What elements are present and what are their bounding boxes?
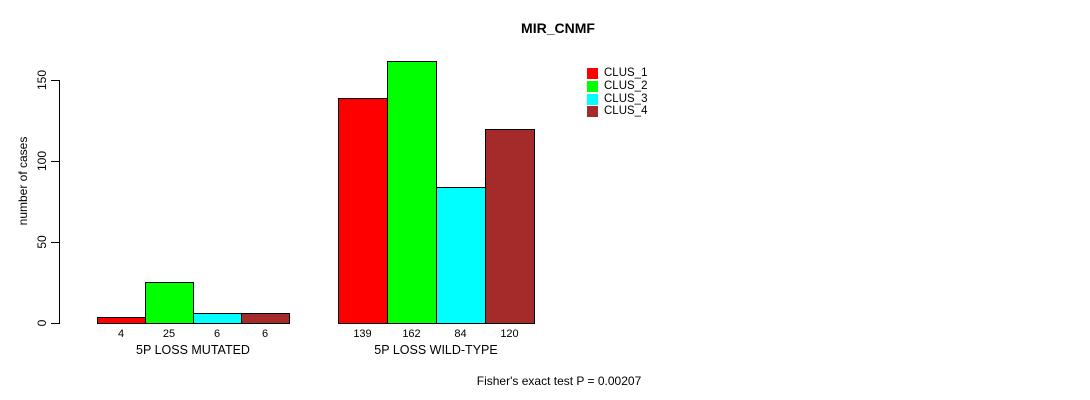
y-axis-title: number of cases (16, 136, 30, 226)
y-tick-label: 100 (35, 150, 49, 172)
bar-value-label: 84 (454, 328, 467, 340)
bar-value-label: 25 (162, 328, 176, 340)
legend-label: CLUS_1 (604, 67, 648, 79)
y-tick-label: 150 (35, 69, 49, 91)
y-tick-mark (51, 161, 59, 162)
legend-swatch-icon (587, 81, 598, 92)
bar-clus_2-2 (387, 61, 437, 324)
fisher-test-caption: Fisher's exact test P = 0.00207 (476, 374, 642, 388)
legend-label: CLUS_2 (604, 80, 648, 92)
bar-value-label: 4 (117, 328, 125, 340)
category-label-2: 5P LOSS WILD-TYPE (374, 343, 498, 357)
bar-clus_1-2 (338, 98, 388, 324)
bar-clus_4-1 (241, 313, 290, 324)
bar-clus_4-2 (485, 129, 535, 324)
bar-clus_3-2 (436, 187, 486, 324)
y-tick-label: 50 (35, 235, 49, 249)
y-tick-mark (51, 242, 59, 243)
legend-label: CLUS_3 (604, 93, 648, 105)
y-tick-mark (51, 323, 59, 324)
bar-value-label: 162 (402, 328, 421, 340)
bar-clus_2-1 (145, 282, 194, 324)
y-axis-line (59, 80, 60, 324)
bar-value-label: 120 (500, 328, 519, 340)
legend-label: CLUS_4 (604, 105, 648, 117)
legend-swatch-icon (587, 94, 598, 105)
bar-value-label: 6 (213, 328, 221, 340)
bar-clus_1-1 (97, 317, 146, 324)
category-label-1: 5P LOSS MUTATED (136, 343, 250, 357)
chart-title: MIR_CNMF (521, 20, 595, 36)
legend-swatch-icon (587, 68, 598, 79)
bar-value-label: 139 (353, 328, 372, 340)
bar-clus_3-1 (193, 313, 242, 324)
bar-value-label: 6 (261, 328, 269, 340)
legend-swatch-icon (587, 106, 598, 117)
y-tick-mark (51, 80, 59, 81)
y-tick-label: 0 (35, 319, 49, 327)
